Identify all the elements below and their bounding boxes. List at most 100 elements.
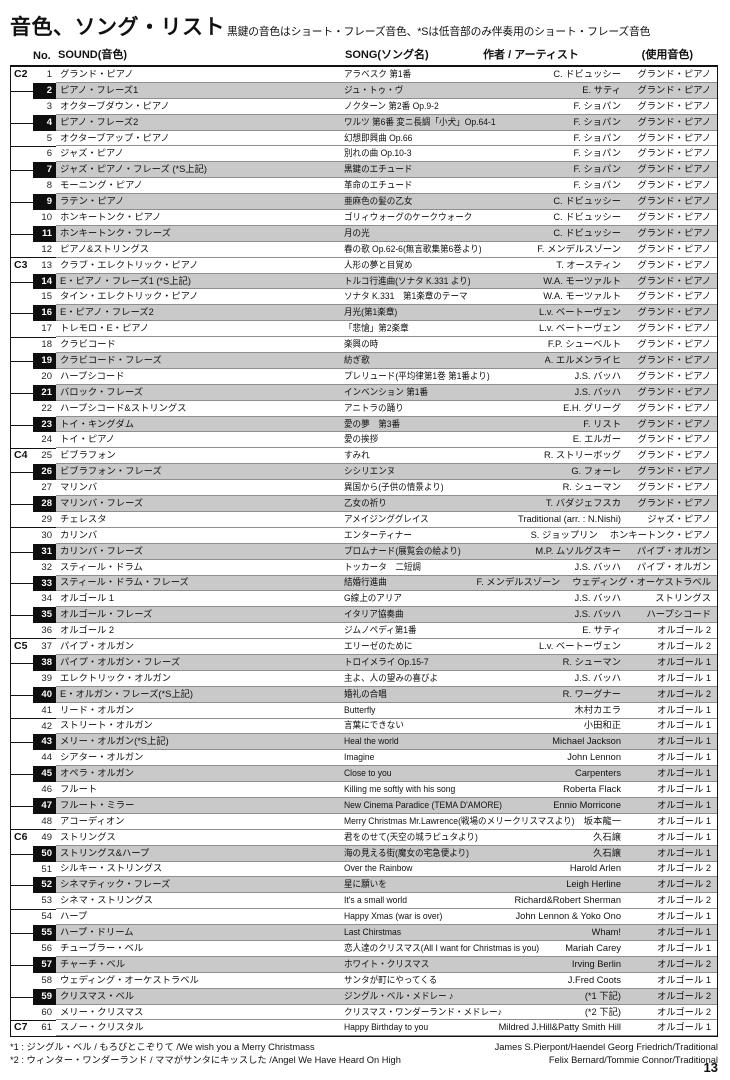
song-cell: Happy Birthday to you bbox=[344, 1020, 499, 1035]
song-title: エンターティナー bbox=[344, 529, 412, 540]
song-title: 君をのせて(天空の城ラピュタより) bbox=[344, 831, 478, 842]
row-number-black-key: 28 bbox=[33, 496, 56, 512]
song-cell: アラベスク 第1番 bbox=[344, 67, 553, 82]
song-title: ノクターン 第2番 Op.9-2 bbox=[344, 100, 439, 111]
song-title: 海の見える街(魔女の宅急便より) bbox=[344, 847, 470, 858]
keyboard-gutter: 46 bbox=[11, 782, 56, 798]
sound-cell: パイプ・オルガン bbox=[60, 641, 135, 652]
keyboard-gutter: 10 bbox=[11, 210, 56, 226]
used-tone-cell: オルゴール 1 bbox=[656, 1022, 711, 1033]
keyboard-gutter: 38 bbox=[11, 654, 56, 671]
table-row: 40 E・オルガン・フレーズ(*S上記) 婚礼の合唱 R. ワーグナー オルゴール 2 bbox=[11, 686, 717, 703]
table-row: 38 パイプ・オルガン・フレーズ トロイメライ Op.15-7 R. シューマン オルゴ… bbox=[11, 654, 717, 671]
row-number-white-key: 36 bbox=[41, 625, 52, 637]
table-row: 33 スティール・ドラム・フレーズ 結婚行進曲 F. メンデルスゾーン ウェディング・オ… bbox=[11, 575, 717, 592]
header-sound: SOUND(音色) bbox=[58, 49, 128, 61]
row-number-white-key: 13 bbox=[41, 259, 52, 271]
octave-label: C7 bbox=[14, 1021, 28, 1034]
song-title: 別れの曲 Op.10-3 bbox=[344, 148, 412, 159]
used-tone-cell: グランド・ピアノ bbox=[637, 243, 711, 254]
song-cell: ジムノペディ第1番 bbox=[344, 623, 582, 638]
used-tone-cell: オルゴール 1 bbox=[656, 942, 711, 953]
used-tone-cell: オルゴール 2 bbox=[656, 895, 711, 906]
table-row: C4 25 ビブラフォン すみれ R. ストリーボッグ グランド・ピアノ bbox=[11, 447, 717, 465]
table-row: 8 モーニング・ピアノ 革命のエチュード F. ショパン グランド・ピアノ bbox=[11, 178, 717, 195]
row-body: オルゴール 2 ジムノペディ第1番 E. サティ オルゴール 2 bbox=[56, 623, 717, 640]
keyboard-gutter: 12 bbox=[11, 242, 56, 258]
table-row: 31 カリンバ・フレーズ プロムナード(展覧会の絵より) M.P. ムソルグスキー パイ… bbox=[11, 543, 717, 560]
song-title: アメイジンググレイス bbox=[344, 513, 429, 524]
row-number-white-key: 44 bbox=[41, 752, 52, 764]
row-body: クラビコード・フレーズ 紡ぎ歌 A. エルメンライヒ グランド・ピアノ bbox=[56, 353, 717, 369]
row-body: トイ・ピアノ 愛の挨拶 E. エルガー グランド・ピアノ bbox=[56, 432, 717, 449]
table-header-row: No. SOUND(音色) SONG(ソング名) 作者 / アーティスト (使用… bbox=[10, 46, 718, 67]
row-number-white-key: 12 bbox=[41, 243, 52, 255]
keyboard-gutter: 36 bbox=[11, 623, 56, 639]
artist-cell: L.v. ベートーヴェン bbox=[539, 307, 621, 318]
sound-cell: オクターブアップ・ピアノ bbox=[60, 132, 170, 143]
song-title: ホワイト・クリスマス bbox=[344, 958, 430, 969]
table-row: 26 ビブラフォン・フレーズ シシリエンヌ G. フォーレ グランド・ピアノ bbox=[11, 464, 717, 481]
sound-cell: リード・オルガン bbox=[60, 704, 135, 715]
header-artist: 作者 / アーティスト bbox=[483, 49, 579, 61]
sound-cell: マリンバ・フレーズ bbox=[60, 498, 144, 508]
table-row: 41 リード・オルガン Butterfly 木村カエラ オルゴール 1 bbox=[11, 703, 717, 719]
keyboard-gutter: 50 bbox=[11, 845, 56, 862]
artist-cell: J.S. バッハ bbox=[574, 609, 622, 620]
sound-cell: スティール・ドラム bbox=[60, 561, 143, 572]
keyboard-gutter: 27 bbox=[11, 480, 56, 496]
row-number-white-key: 51 bbox=[41, 863, 52, 875]
row-number-white-key: 15 bbox=[41, 291, 52, 303]
table-row: C7 61 スノー・クリスタル Happy Birthday to you Mildre… bbox=[11, 1019, 717, 1037]
used-tone-cell: オルゴール 2 bbox=[656, 879, 711, 890]
table-row: 23 トイ・キングダム 愛の夢 第3番 F. リスト グランド・ピアノ bbox=[11, 416, 717, 433]
table-row: 6 ジャズ・ピアノ 別れの曲 Op.10-3 F. ショパン グランド・ピアノ bbox=[11, 145, 717, 163]
row-number-black-key: 43 bbox=[33, 734, 56, 751]
artist-cell: Richard&Robert Sherman bbox=[514, 895, 621, 906]
row-body: ホンキートンク・ピアノ ゴリィウォーグのケークウォーク C. ドビュッシー グランド・… bbox=[56, 210, 717, 226]
artist-cell: F. メンデルスゾーン bbox=[476, 577, 561, 588]
used-tone-cell: オルゴール 1 bbox=[656, 911, 711, 922]
row-body: ジャズ・ピアノ 別れの曲 Op.10-3 F. ショパン グランド・ピアノ bbox=[56, 146, 717, 163]
song-cell: 愛の夢 第3番 bbox=[344, 417, 583, 432]
used-tone-cell: オルゴール 2 bbox=[656, 990, 711, 1001]
song-cell: アニトラの踊り bbox=[344, 401, 563, 416]
sound-cell: E・ピアノ・フレーズ1 (*S上記) bbox=[60, 275, 191, 286]
keyboard-gutter: 57 bbox=[11, 956, 56, 973]
sound-cell: チューブラー・ベル bbox=[60, 942, 144, 953]
used-tone-cell: グランド・ピアノ bbox=[637, 434, 711, 445]
white-key-boundary-line bbox=[11, 1019, 56, 1021]
header-song: SONG(ソング名) bbox=[345, 49, 429, 61]
keyboard-gutter: 54 bbox=[11, 908, 56, 925]
sound-cell: ピアノ&ストリングス bbox=[60, 243, 150, 254]
sound-cell: ハープシコード bbox=[60, 370, 125, 381]
white-key-boundary-line bbox=[11, 885, 33, 887]
white-key-boundary-line bbox=[11, 853, 33, 855]
row-body: アコーディオン Merry Christmas Mr.Lawrence(戦場のメリ… bbox=[56, 814, 717, 830]
used-tone-cell: グランド・ピアノ bbox=[637, 211, 711, 222]
keyboard-gutter: 3 bbox=[11, 99, 56, 115]
row-number-black-key: 14 bbox=[33, 273, 56, 290]
row-body: オルゴール・フレーズ イタリア協奏曲 J.S. バッハ ハープシコード bbox=[56, 607, 717, 624]
row-number-black-key: 2 bbox=[33, 82, 56, 99]
song-cell: エリーゼのために bbox=[344, 639, 539, 654]
used-tone-cell: オルゴール 2 bbox=[656, 958, 711, 969]
row-number-black-key: 11 bbox=[33, 225, 56, 242]
artist-cell: Mildred J.Hill&Patty Smith Hill bbox=[498, 1022, 621, 1033]
table-row: 34 オルゴール 1 G線上のアリア J.S. バッハ ストリングス bbox=[11, 591, 717, 608]
white-key-boundary-line bbox=[11, 233, 33, 235]
sound-cell: フルート bbox=[60, 784, 98, 795]
song-cell: 紡ぎ歌 bbox=[344, 353, 545, 368]
used-tone-cell: オルゴール 2 bbox=[656, 1006, 711, 1017]
song-title: 月光(第1楽章) bbox=[344, 307, 398, 318]
used-tone-cell: オルゴール 1 bbox=[656, 799, 711, 810]
row-number-black-key: 16 bbox=[33, 305, 56, 322]
song-title: Merry Christmas Mr.Lawrence(戦場のメリークリスマスよ… bbox=[344, 815, 575, 826]
artist-cell: F. ショパン bbox=[573, 100, 621, 111]
table-row: C5 37 パイプ・オルガン エリーゼのために L.v. ベートーヴェン オルゴール 2 bbox=[11, 638, 717, 655]
table-row: 42 ストリート・オルガン 言葉にできない 小田和正 オルゴール 1 bbox=[11, 717, 717, 735]
artist-cell: 久石譲 bbox=[593, 847, 621, 858]
white-key-boundary-line bbox=[11, 615, 33, 617]
artist-cell: Roberta Flack bbox=[563, 784, 621, 795]
song-cell: ホワイト・クリスマス bbox=[344, 957, 572, 972]
